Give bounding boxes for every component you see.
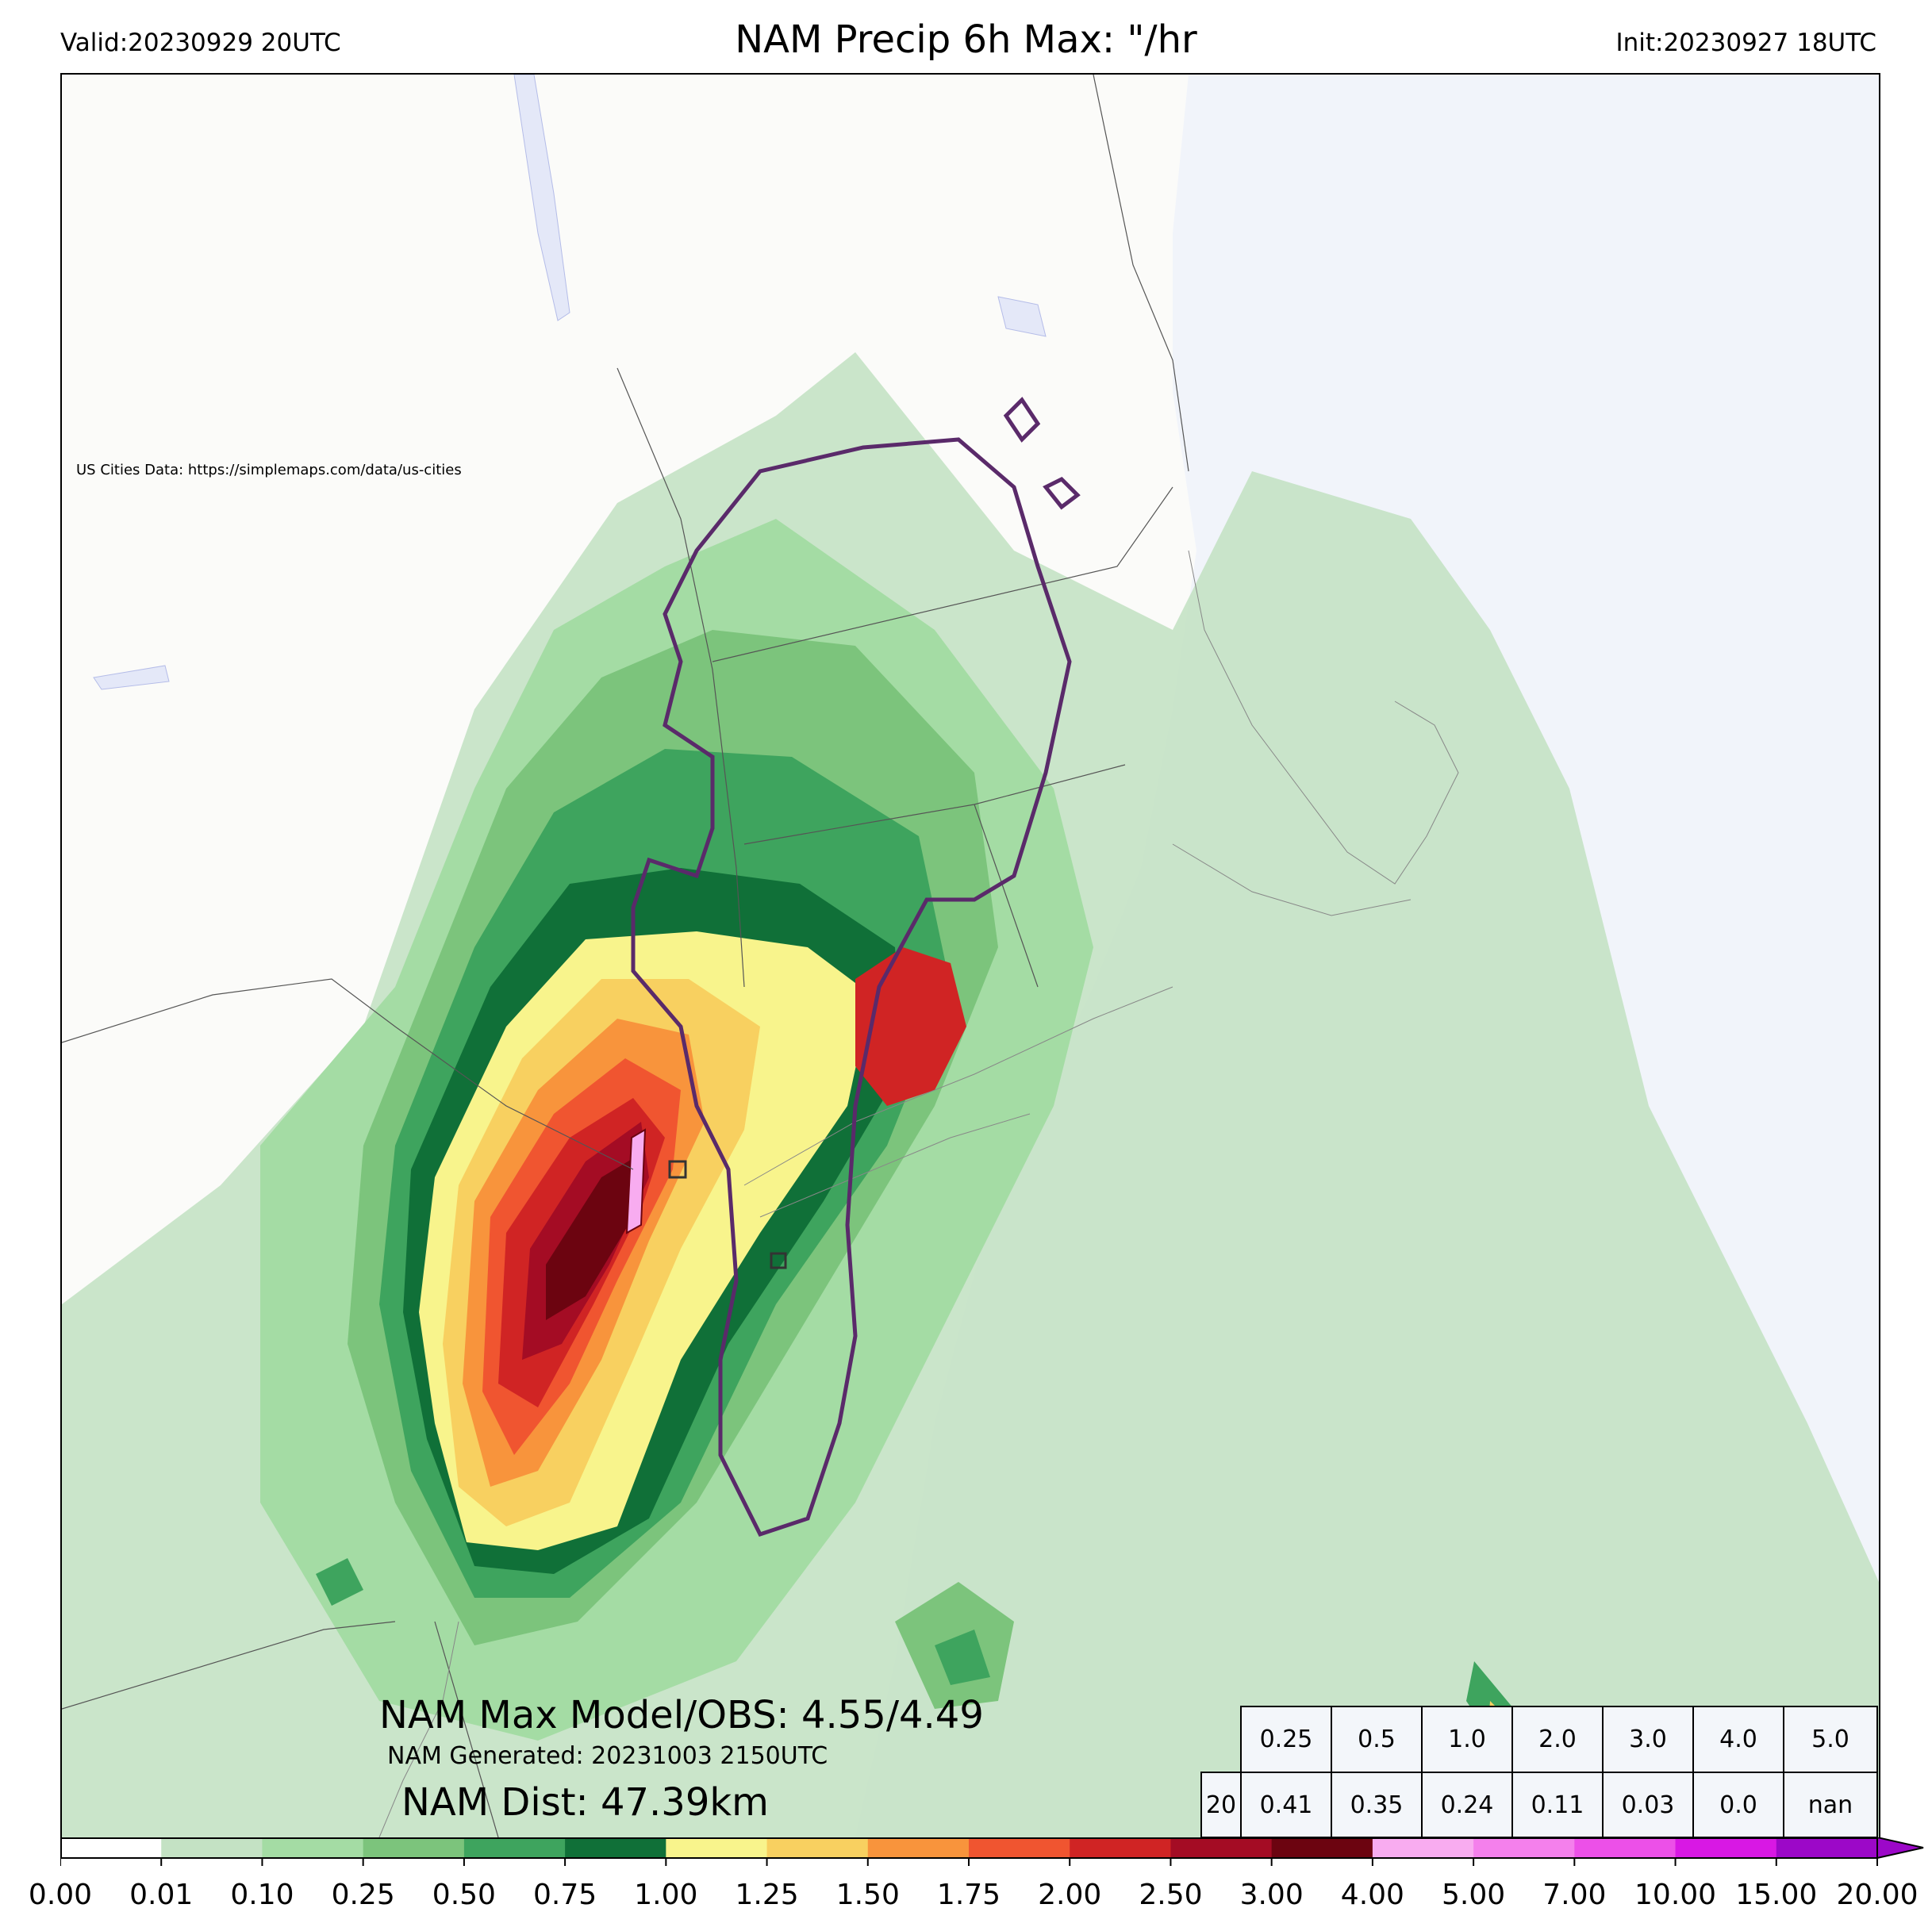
- colorbar-tick-label: 0.10: [230, 1879, 294, 1911]
- colorbar-tick-label: 7.00: [1542, 1879, 1607, 1911]
- colorbar-tick-label: 1.50: [835, 1879, 900, 1911]
- value-cell: 0.03: [1602, 1772, 1694, 1838]
- generated-time-label: NAM Generated: 20231003 2150UTC: [387, 1742, 828, 1770]
- colorbar-segment: [463, 1837, 566, 1858]
- cities-data-credit: US Cities Data: https://simplemaps.com/d…: [76, 462, 462, 478]
- colorbar-tick-label: 0.00: [28, 1879, 93, 1911]
- colorbar-segment: [565, 1837, 666, 1858]
- value-cell: nan: [1783, 1772, 1878, 1838]
- value-cell: 0.0: [1692, 1772, 1784, 1838]
- colorbar-segment: [363, 1837, 465, 1858]
- threshold-cell: 2.0: [1511, 1706, 1604, 1773]
- threshold-cell: 5.0: [1783, 1706, 1878, 1773]
- colorbar-tick-label: 1.75: [936, 1879, 1001, 1911]
- colorbar-tick-label: 10.00: [1634, 1879, 1717, 1911]
- precip-3.00: [546, 1154, 641, 1320]
- lake: [513, 75, 570, 321]
- init-time-label: Init:20230927 18UTC: [1615, 29, 1876, 57]
- coastlines: [378, 550, 1459, 1837]
- precip-2.00: [855, 947, 966, 1106]
- colorbar-tick-label: 1.25: [735, 1879, 799, 1911]
- precip-map: US Cities Data: https://simplemaps.com/d…: [60, 73, 1880, 1839]
- colorbar-segment: [1574, 1837, 1677, 1858]
- colorbar-segment: [1070, 1837, 1171, 1858]
- colorbar-segment: [867, 1837, 970, 1858]
- colorbar-tick-label: 0.50: [432, 1879, 496, 1911]
- threshold-cell: 0.25: [1240, 1706, 1332, 1773]
- colorbar-segment: [766, 1837, 869, 1858]
- precip-4.00: [625, 1128, 647, 1234]
- colorbar-tick-label: 5.00: [1442, 1879, 1506, 1911]
- max-model-obs-label: NAM Max Model/OBS: 4.55/4.49: [379, 1693, 984, 1737]
- colorbar-tick-label: 15.00: [1735, 1879, 1818, 1911]
- precip-cell: [316, 1558, 363, 1606]
- station-marker: [668, 1160, 687, 1179]
- colorbar-tick-label: 0.25: [331, 1879, 395, 1911]
- row-label-cell: 20: [1200, 1772, 1242, 1838]
- colorbar-tick-label: 2.00: [1038, 1879, 1102, 1911]
- colorbar-tick-label: 4.00: [1340, 1879, 1404, 1911]
- colorbar-segment: [1170, 1837, 1273, 1858]
- obs-contours: [631, 397, 1081, 1538]
- colorbar-segment: [60, 1837, 162, 1858]
- colorbar-segment: [262, 1837, 364, 1858]
- lake: [93, 665, 170, 690]
- state-borders: [62, 75, 1189, 1837]
- value-cell: 0.11: [1511, 1772, 1604, 1838]
- colorbar-tick-label: 1.00: [634, 1879, 698, 1911]
- distance-label: NAM Dist: 47.39km: [401, 1780, 769, 1825]
- colorbar-segment: [1675, 1837, 1777, 1858]
- colorbar-segment: [161, 1837, 263, 1858]
- colorbar-segment: [1372, 1837, 1474, 1858]
- threshold-cell: 3.0: [1602, 1706, 1694, 1773]
- value-cell: 0.24: [1421, 1772, 1513, 1838]
- map-graphics: [62, 75, 1879, 1837]
- colorbar-tick-label: 20.00: [1836, 1879, 1919, 1911]
- colorbar-segment: [666, 1837, 768, 1858]
- colorbar-tick-label: 3.00: [1239, 1879, 1304, 1911]
- lake: [997, 296, 1047, 337]
- colorbar-segment: [1473, 1837, 1575, 1858]
- colorbar-segment: [969, 1837, 1070, 1858]
- chart-title: NAM Precip 6h Max: "/hr: [735, 17, 1197, 62]
- threshold-cell: 0.5: [1331, 1706, 1423, 1773]
- colorbar-segment: [1271, 1837, 1373, 1858]
- value-cell: 0.41: [1240, 1772, 1332, 1838]
- value-cell: 0.35: [1331, 1772, 1423, 1838]
- valid-time-label: Valid:20230929 20UTC: [60, 29, 341, 57]
- colorbar-tick-label: 0.01: [129, 1879, 194, 1911]
- colorbar-tick-label: 0.75: [533, 1879, 597, 1911]
- colorbar-segment: [1776, 1837, 1878, 1858]
- station-marker: [770, 1252, 787, 1269]
- threshold-cell: 1.0: [1421, 1706, 1513, 1773]
- precip-cell: [935, 1630, 990, 1685]
- threshold-cell: 4.0: [1692, 1706, 1784, 1773]
- colorbar: [60, 1837, 1924, 1866]
- colorbar-tick-label: 2.50: [1139, 1879, 1203, 1911]
- colorbar-extend-arrow: [1876, 1837, 1924, 1860]
